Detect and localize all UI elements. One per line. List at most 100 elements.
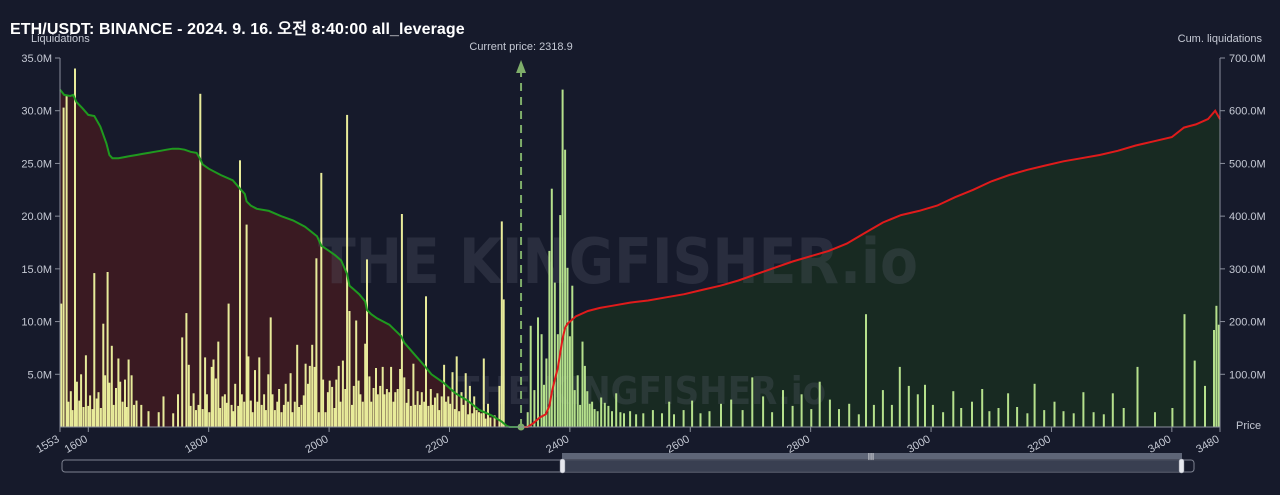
y-left-axis-title: Liquidations (31, 33, 90, 45)
liquidation-bar (223, 394, 226, 427)
x-tick-label: 2400 (544, 433, 571, 456)
liquidation-bar (419, 404, 421, 427)
liquidation-bar (1111, 393, 1114, 427)
range-selection[interactable] (562, 460, 1182, 472)
liquidation-bar (89, 395, 92, 427)
watermark-small: THE KINGFISHER.io (456, 369, 826, 413)
liquidation-bar (548, 250, 551, 427)
liquidation-bar (581, 341, 584, 427)
x-tick-label: 3000 (905, 433, 932, 456)
liquidation-bar (730, 399, 733, 427)
x-tick-label: 3480 (1194, 433, 1221, 456)
liquidation-bar (438, 410, 441, 427)
x-tick-label: 2200 (424, 433, 451, 456)
liquidation-bar (269, 317, 272, 427)
liquidation-bar (65, 94, 68, 427)
range-scrollbar[interactable]: ||| (61, 452, 1195, 474)
liquidation-bar (420, 392, 423, 427)
liquidation-bar (243, 401, 246, 427)
liquidation-bar (791, 405, 794, 427)
liquidation-bar (291, 412, 294, 427)
liquidation-bar (71, 410, 74, 427)
liquidation-bar (379, 385, 382, 427)
liquidation-bar (600, 397, 603, 427)
liquidation-bar (221, 396, 224, 427)
liquidation-bar (568, 336, 571, 427)
y-left-tick-label: 35.0M (21, 53, 52, 65)
y-right-tick-label: 500.0M (1229, 158, 1266, 170)
liquidation-bar (1217, 324, 1220, 427)
liquidation-bar (326, 392, 329, 427)
x-axis-title: Price (1236, 420, 1261, 432)
liquidation-bar (586, 391, 589, 427)
liquidation-bar (673, 414, 675, 427)
liquidation-bar (619, 412, 622, 427)
liquidation-bar (300, 404, 303, 427)
x-tick-label: 1800 (183, 433, 210, 456)
liquidation-bar (478, 412, 480, 427)
liquidation-bar (333, 408, 336, 427)
liquidation-bar (320, 172, 323, 427)
liquidation-bar (1102, 414, 1105, 427)
liquidation-bar (372, 388, 375, 427)
liquidation-bar (561, 89, 564, 427)
liquidation-bar (172, 413, 175, 427)
liquidation-bar (256, 401, 259, 427)
range-handle-right[interactable] (1178, 458, 1185, 474)
liquidation-bar (394, 392, 397, 427)
cum-short-area-fill (60, 89, 522, 427)
liquidation-bar (449, 403, 452, 427)
liquidation-bar (1183, 314, 1186, 427)
liquidation-bar (385, 389, 388, 427)
liquidation-bar (691, 400, 694, 427)
liquidation-bar (208, 412, 211, 427)
liquidation-bar (440, 396, 443, 427)
liquidation-bar (130, 375, 133, 427)
liquidation-bar (124, 379, 126, 427)
range-handle-left[interactable] (559, 458, 566, 474)
y-right-tick-label: 600.0M (1229, 106, 1266, 118)
liquidation-bar (304, 363, 307, 427)
liquidation-bar (195, 410, 197, 427)
liquidation-bar (278, 389, 281, 427)
liquidation-bar (635, 414, 638, 427)
liquidation-bar (1213, 330, 1215, 427)
liquidation-bar (591, 401, 594, 427)
liquidation-bar (571, 285, 574, 427)
liquidation-bar (237, 405, 240, 427)
liquidation-bar (106, 272, 109, 427)
liquidation-bar (78, 400, 81, 427)
liquidation-bar (67, 401, 70, 427)
liquidation-bar (254, 370, 256, 427)
liquidation-bar (337, 365, 340, 427)
liquidation-bar (121, 401, 124, 427)
liquidation-bar (1026, 413, 1029, 427)
x-tick-label: 3400 (1146, 433, 1173, 456)
liquidation-bar (553, 282, 556, 427)
liquidation-bar (1016, 407, 1019, 427)
current-price-marker[interactable]: Current price: 2318.9 (469, 41, 573, 431)
range-grip-bar[interactable] (562, 453, 1182, 459)
liquidation-bar (1043, 410, 1046, 427)
y-left-ticks: 5.0M 10.0M 15.0M 20.0M 25.0M 30.0M 35.0M (21, 53, 60, 381)
liquidation-bar (317, 412, 320, 427)
liquidation-bar (271, 394, 274, 427)
liquidation-bar (942, 412, 945, 427)
liquidation-bar (444, 401, 447, 427)
y-right-axis-title: Cum. liquidations (1178, 33, 1263, 45)
liquidation-bar (403, 377, 406, 427)
liquidation-bar (80, 374, 83, 427)
liquidation-bar (339, 401, 342, 427)
y-left-tick-label: 15.0M (21, 264, 52, 276)
liquidation-bar (311, 344, 314, 427)
liquidation-bar (500, 221, 503, 427)
liquidation-bar (263, 394, 266, 427)
liquidation-bar (682, 410, 685, 427)
liquidation-bar (566, 267, 569, 427)
cum-long-area-fill (521, 110, 1220, 427)
y-right-tick-label: 700.0M (1229, 53, 1266, 65)
liquidation-bar (392, 401, 395, 427)
liquidation-bar (302, 395, 305, 427)
cum-short-line (59, 88, 522, 428)
